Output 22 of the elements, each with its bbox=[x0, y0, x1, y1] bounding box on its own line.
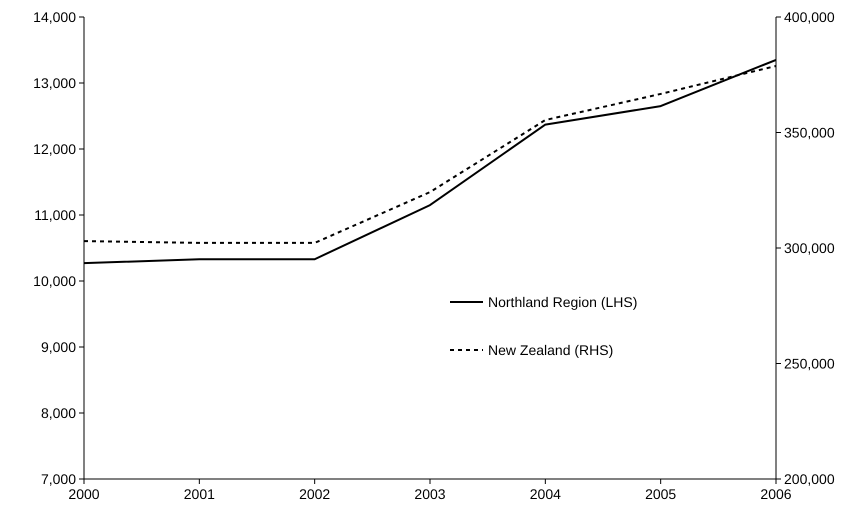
y2-tick-label: 250,000 bbox=[784, 355, 835, 372]
x-tick-label: 2006 bbox=[760, 486, 792, 502]
legend-label: Northland Region (LHS) bbox=[488, 294, 638, 310]
y2-tick-label: 200,000 bbox=[784, 470, 835, 487]
x-tick-label: 2003 bbox=[414, 486, 446, 502]
x-tick-label: 2004 bbox=[530, 486, 562, 502]
y-tick-label: 9,000 bbox=[40, 338, 76, 355]
y-tick-label: 12,000 bbox=[33, 140, 76, 157]
y-tick-label: 8,000 bbox=[40, 404, 76, 421]
legend-label: New Zealand (RHS) bbox=[488, 342, 614, 358]
y-tick-label: 14,000 bbox=[33, 8, 76, 25]
x-tick-label: 2000 bbox=[68, 486, 100, 502]
x-tick-label: 2002 bbox=[299, 486, 330, 502]
y-tick-label: 11,000 bbox=[34, 206, 76, 223]
x-tick-label: 2001 bbox=[184, 486, 216, 502]
y2-tick-label: 300,000 bbox=[784, 240, 835, 256]
y2-tick-label: 400,000 bbox=[784, 8, 835, 25]
x-tick-label: 2005 bbox=[645, 486, 676, 502]
y-tick-label: 13,000 bbox=[33, 74, 76, 91]
y2-tick-label: 350,000 bbox=[784, 124, 835, 140]
y-tick-label: 7,000 bbox=[40, 470, 76, 487]
y-tick-label: 10,000 bbox=[33, 272, 76, 289]
